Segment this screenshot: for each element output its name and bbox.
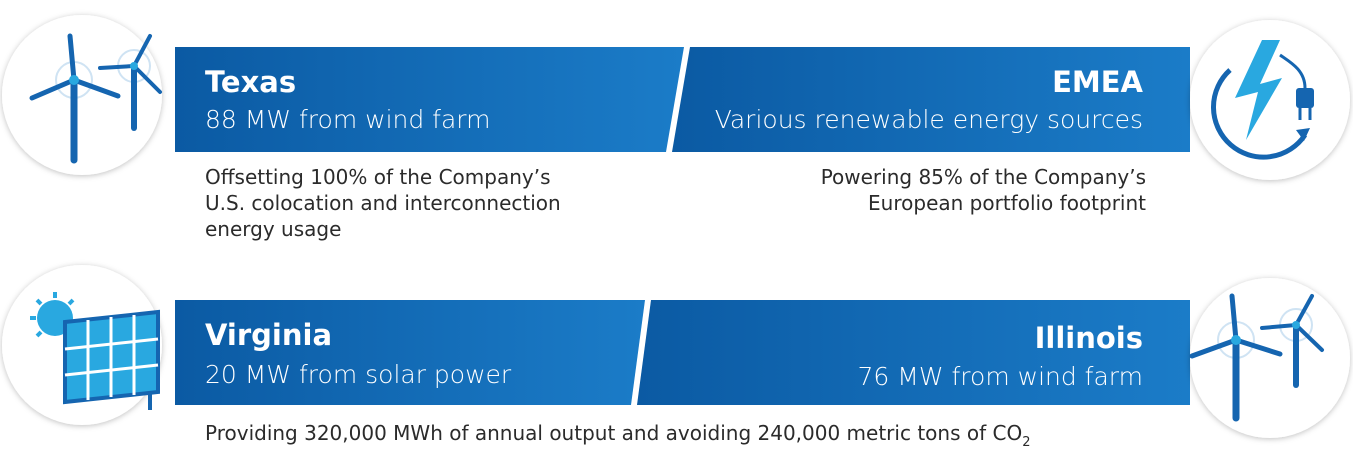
banner xyxy=(175,47,684,152)
panel-description: European portfolio footprint xyxy=(868,191,1146,215)
footer-text: Providing 320,000 MWh of annual output a… xyxy=(205,421,1030,450)
panel-description: energy usage xyxy=(205,217,341,241)
banner xyxy=(672,47,1190,152)
panel-title: Texas xyxy=(205,65,296,99)
panel-subtitle: 20 MW from solar power xyxy=(205,360,512,389)
banner xyxy=(637,300,1190,405)
panel-description: Offsetting 100% of the Company’s xyxy=(205,165,551,189)
panel-title: Virginia xyxy=(205,318,332,352)
wind-icon xyxy=(1189,293,1324,422)
panel-title: Illinois xyxy=(1035,321,1143,355)
solar-icon xyxy=(30,292,160,410)
panel-subtitle: Various renewable energy sources xyxy=(715,105,1143,134)
icon-circle xyxy=(1190,20,1350,180)
panel-description: Powering 85% of the Company’s xyxy=(821,165,1146,189)
panel-description: U.S. colocation and interconnection xyxy=(205,191,561,215)
footer-subscript: 2 xyxy=(1022,435,1030,450)
wind-icon xyxy=(29,33,162,164)
panel-subtitle: 88 MW from wind farm xyxy=(205,105,491,134)
panel-subtitle: 76 MW from wind farm xyxy=(858,362,1144,391)
banner xyxy=(175,300,645,405)
energy-icon xyxy=(1211,40,1314,160)
icon-circle xyxy=(1190,278,1350,438)
panel-title: EMEA xyxy=(1052,65,1143,99)
footer-main: Providing 320,000 MWh of annual output a… xyxy=(205,421,1022,445)
